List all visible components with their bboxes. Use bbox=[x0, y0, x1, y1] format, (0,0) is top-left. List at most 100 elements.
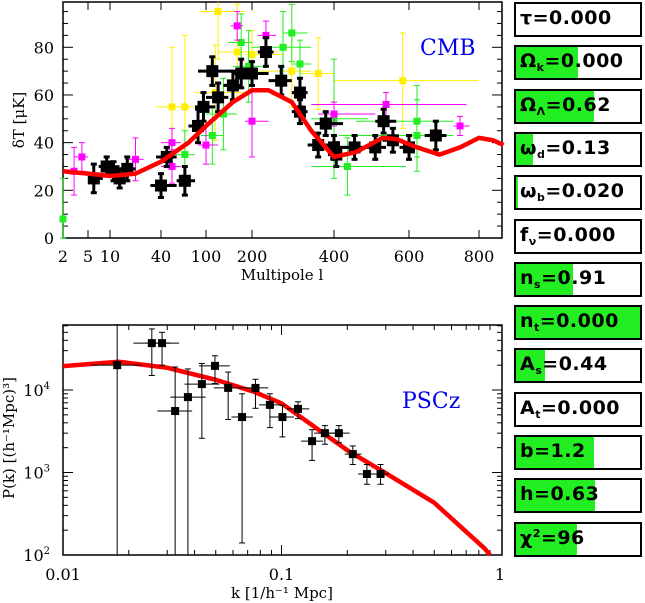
pscz-point-marker bbox=[320, 429, 329, 438]
cmb-point-marker bbox=[399, 77, 407, 85]
slider-symbol: n bbox=[520, 310, 535, 333]
cmb-point-black bbox=[314, 110, 344, 137]
cmb-x-tick-label: 5 bbox=[83, 247, 93, 266]
cmb-point-marker bbox=[155, 179, 167, 192]
slider-value: =1.2 bbox=[534, 440, 586, 462]
pscz-y-tick-label: 103 bbox=[23, 464, 50, 483]
cmb-point-marker bbox=[413, 131, 421, 139]
slider-subscript: s bbox=[534, 277, 542, 291]
cmb-point-green bbox=[59, 177, 67, 239]
cmb-point-magenta bbox=[230, 11, 244, 41]
parameter-slider[interactable]: As=0.44 bbox=[514, 348, 642, 384]
cmb-point-marker bbox=[248, 50, 256, 58]
pscz-point-marker bbox=[183, 393, 192, 402]
cmb-point-marker bbox=[296, 60, 304, 68]
cmb-y-tick-label: 40 bbox=[34, 134, 54, 153]
slider-label: fν=0.000 bbox=[520, 224, 616, 248]
cmb-point-black bbox=[223, 69, 242, 102]
pscz-y-axis-label: P(k) [(h⁻¹Mpc)³] bbox=[0, 377, 18, 499]
slider-symbol: χ bbox=[520, 526, 533, 549]
cmb-y-axis-label: δT [μK] bbox=[10, 92, 28, 148]
cmb-point-marker bbox=[246, 67, 258, 80]
cmb-point-marker bbox=[168, 139, 176, 147]
cmb-point-marker bbox=[181, 103, 189, 111]
slider-value: =0.91 bbox=[541, 266, 607, 289]
slider-value: =0.000 bbox=[539, 310, 619, 333]
parameter-slider[interactable]: At=0.000 bbox=[514, 391, 642, 427]
parameter-slider[interactable]: fν=0.000 bbox=[514, 218, 642, 254]
slider-label: ωd=0.13 bbox=[520, 137, 611, 161]
pscz-plot-frame bbox=[62, 324, 503, 556]
pscz-point bbox=[287, 401, 310, 420]
pscz-point-marker bbox=[334, 429, 343, 438]
cmb-point-marker bbox=[219, 110, 227, 118]
slider-label: h=0.63 bbox=[520, 483, 599, 505]
cmb-point-marker bbox=[248, 117, 256, 125]
pscz-x-axis-label: k [1/h⁻¹ Mpc] bbox=[231, 584, 333, 602]
cmb-point-marker bbox=[208, 131, 216, 139]
cmb-point-black bbox=[195, 91, 216, 123]
pscz-point bbox=[231, 393, 253, 544]
pscz-point-marker bbox=[171, 407, 180, 416]
cmb-point-black bbox=[245, 60, 269, 87]
parameter-slider[interactable]: h=0.63 bbox=[514, 478, 642, 514]
slider-value: =0.000 bbox=[532, 7, 612, 29]
pscz-point bbox=[146, 331, 180, 366]
pscz-point-marker bbox=[348, 450, 357, 459]
parameter-slider[interactable]: χ2=96 bbox=[514, 521, 642, 557]
slider-subscript: t bbox=[534, 321, 540, 335]
slider-subscript: d bbox=[537, 147, 546, 161]
cmb-x-tick-label: 40 bbox=[151, 247, 171, 266]
cmb-point-black bbox=[206, 81, 229, 114]
pscz-y-tick-base: 10 bbox=[23, 546, 43, 565]
slider-fill bbox=[516, 47, 578, 79]
pscz-point-marker bbox=[210, 361, 219, 370]
cmb-x-tick-label: 400 bbox=[319, 247, 350, 266]
cmb-x-tick-label: 600 bbox=[394, 247, 425, 266]
parameter-slider[interactable]: ns=0.91 bbox=[514, 261, 642, 297]
parameter-slider[interactable]: ωb=0.020 bbox=[514, 175, 642, 211]
cmb-y-tick-label: 0 bbox=[44, 229, 54, 248]
slider-label: ns=0.91 bbox=[520, 267, 606, 291]
cmb-point-marker bbox=[168, 162, 176, 170]
cmb-point-marker bbox=[429, 129, 442, 142]
cmb-x-tick-label: 800 bbox=[464, 247, 495, 266]
slider-symbol: ω bbox=[520, 136, 538, 159]
pscz-point-marker bbox=[294, 404, 303, 413]
slider-value: =0.44 bbox=[542, 353, 608, 376]
pscz-point bbox=[344, 445, 362, 466]
pscz-point-marker bbox=[308, 437, 317, 446]
cmb-point-marker bbox=[288, 67, 296, 75]
cmb-point-marker bbox=[377, 115, 390, 128]
parameter-slider[interactable]: ωd=0.13 bbox=[514, 131, 642, 167]
slider-value: =0.020 bbox=[545, 180, 625, 203]
slider-value: =96 bbox=[540, 526, 585, 549]
parameter-slider[interactable]: ΩΛ=0.62 bbox=[514, 88, 642, 124]
cmb-point-marker bbox=[245, 62, 253, 70]
pscz-y-tick-exp: 4 bbox=[44, 381, 50, 392]
parameter-slider[interactable]: nt=0.000 bbox=[514, 305, 642, 341]
cmb-point-marker bbox=[237, 39, 245, 47]
parameter-slider[interactable]: b=1.2 bbox=[514, 435, 642, 470]
cmb-x-axis-label: Multipole l bbox=[241, 266, 324, 284]
slider-symbol: Ω bbox=[520, 93, 537, 116]
cmb-point-marker bbox=[178, 174, 191, 187]
cmb-point-marker bbox=[132, 155, 139, 163]
slider-label: ωb=0.020 bbox=[520, 180, 624, 204]
pscz-point-marker bbox=[197, 380, 206, 389]
cmb-point-black bbox=[198, 55, 233, 87]
cmb-point-marker bbox=[214, 8, 222, 16]
slider-subscript: t bbox=[535, 407, 541, 421]
cmb-point-marker bbox=[168, 103, 176, 111]
pscz-point-marker bbox=[238, 413, 247, 422]
parameter-slider[interactable]: Ωk=0.000 bbox=[514, 45, 642, 81]
pscz-y-tick-exp: 2 bbox=[44, 546, 50, 557]
pscz-point bbox=[184, 362, 220, 439]
pscz-point-marker bbox=[362, 469, 371, 478]
parameter-slider[interactable]: τ=0.000 bbox=[514, 2, 642, 37]
slider-symbol: b bbox=[520, 440, 535, 462]
pscz-point bbox=[269, 404, 294, 438]
cmb-chart bbox=[59, 1, 505, 239]
pscz-model-curve bbox=[62, 359, 492, 557]
